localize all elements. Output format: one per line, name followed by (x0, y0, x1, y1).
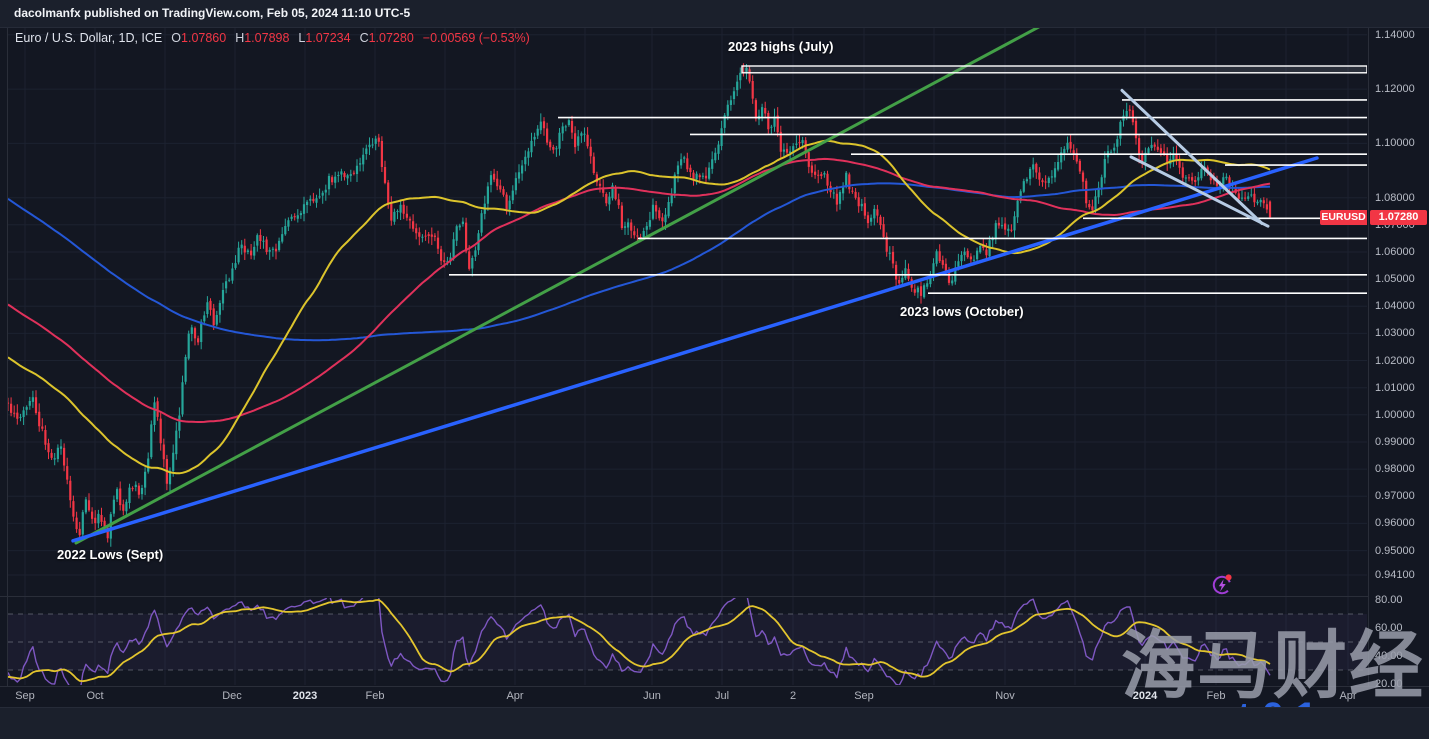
rsi-tick-label: 80.00 (1375, 594, 1403, 606)
price-tick-label: 1.12000 (1375, 83, 1415, 96)
current-price-value-label: 1.07280 (1370, 209, 1427, 225)
rsi-tick-label: 40.00 (1375, 650, 1403, 662)
annotation-text-1: 2023 lows (October) (900, 304, 1024, 320)
time-axis-label: Apr (506, 690, 524, 702)
price-tick-label: 1.00000 (1375, 408, 1415, 421)
price-tick-label: 0.97000 (1375, 490, 1415, 503)
open-label: O (171, 31, 182, 45)
price-tick-label: 1.05000 (1375, 273, 1415, 286)
price-tick-label: 0.95000 (1375, 544, 1415, 557)
low-label: L (298, 31, 306, 45)
footer-bar: TradingView (0, 707, 1429, 739)
time-axis-label: Jul (714, 690, 730, 702)
change-value: −0.00569 (−0.53%) (422, 31, 530, 45)
annotation-text-2: 2022 Lows (Sept) (57, 547, 164, 563)
annotation-text-0: 2023 highs (July) (728, 39, 834, 54)
price-tick-label: 0.98000 (1375, 463, 1415, 476)
time-axis-label: Jun (643, 690, 661, 702)
price-tick-label: 1.10000 (1375, 137, 1415, 150)
time-axis-label: Feb (365, 690, 385, 702)
rsi-tick-label: 20.00 (1375, 678, 1403, 690)
close-label: C (359, 31, 369, 45)
price-tick-label: 1.03000 (1375, 327, 1415, 340)
open-value: 1.07860 (181, 31, 227, 45)
time-axis-label: Sep (15, 690, 35, 702)
time-axis-label: 2 (789, 690, 797, 702)
symbol-title: Euro / U.S. Dollar, 1D, ICE (15, 31, 163, 45)
time-axis-label: 2023 (292, 690, 318, 702)
price-tick-label: 1.02000 (1375, 354, 1415, 367)
price-tick-label: 0.96000 (1375, 517, 1415, 530)
time-axis-label: Nov (995, 690, 1015, 702)
time-axis-label: 2024 (1132, 690, 1158, 702)
price-tick-label: 0.94100 (1375, 568, 1415, 581)
time-axis-label: Sep (854, 690, 874, 702)
publish-attribution-text: dacolmanfx published on TradingView.com,… (14, 6, 411, 20)
high-label: H (235, 31, 245, 45)
lightning-idea-icon[interactable] (1211, 572, 1235, 596)
time-axis-label: Dec (222, 690, 242, 702)
price-tick-label: 1.06000 (1375, 245, 1415, 258)
close-value: 1.07280 (368, 31, 414, 45)
low-value: 1.07234 (305, 31, 351, 45)
price-tick-label: 1.08000 (1375, 191, 1415, 204)
price-tick-label: 1.01000 (1375, 381, 1415, 394)
price-tick-label: 0.99000 (1375, 435, 1415, 448)
time-axis-label: Oct (86, 690, 104, 702)
time-axis-label: Apr (1339, 690, 1357, 702)
price-tick-label: 1.04000 (1375, 300, 1415, 313)
price-tick-label: 1.14000 (1375, 28, 1415, 41)
watermark-text-primary: 海马财经 (1121, 624, 1425, 707)
high-value: 1.07898 (244, 31, 290, 45)
current-price-symbol-label: EURUSD (1320, 209, 1367, 225)
rsi-tick-label: 60.00 (1375, 622, 1403, 634)
publish-header-bar: dacolmanfx published on TradingView.com,… (0, 0, 1429, 28)
time-axis-label: Feb (1206, 690, 1226, 702)
symbol-legend[interactable]: Euro / U.S. Dollar, 1D, ICE O1.07860 H1.07… (15, 31, 530, 45)
